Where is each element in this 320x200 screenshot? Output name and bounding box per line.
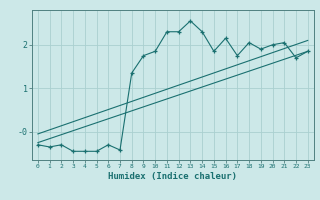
X-axis label: Humidex (Indice chaleur): Humidex (Indice chaleur): [108, 172, 237, 181]
